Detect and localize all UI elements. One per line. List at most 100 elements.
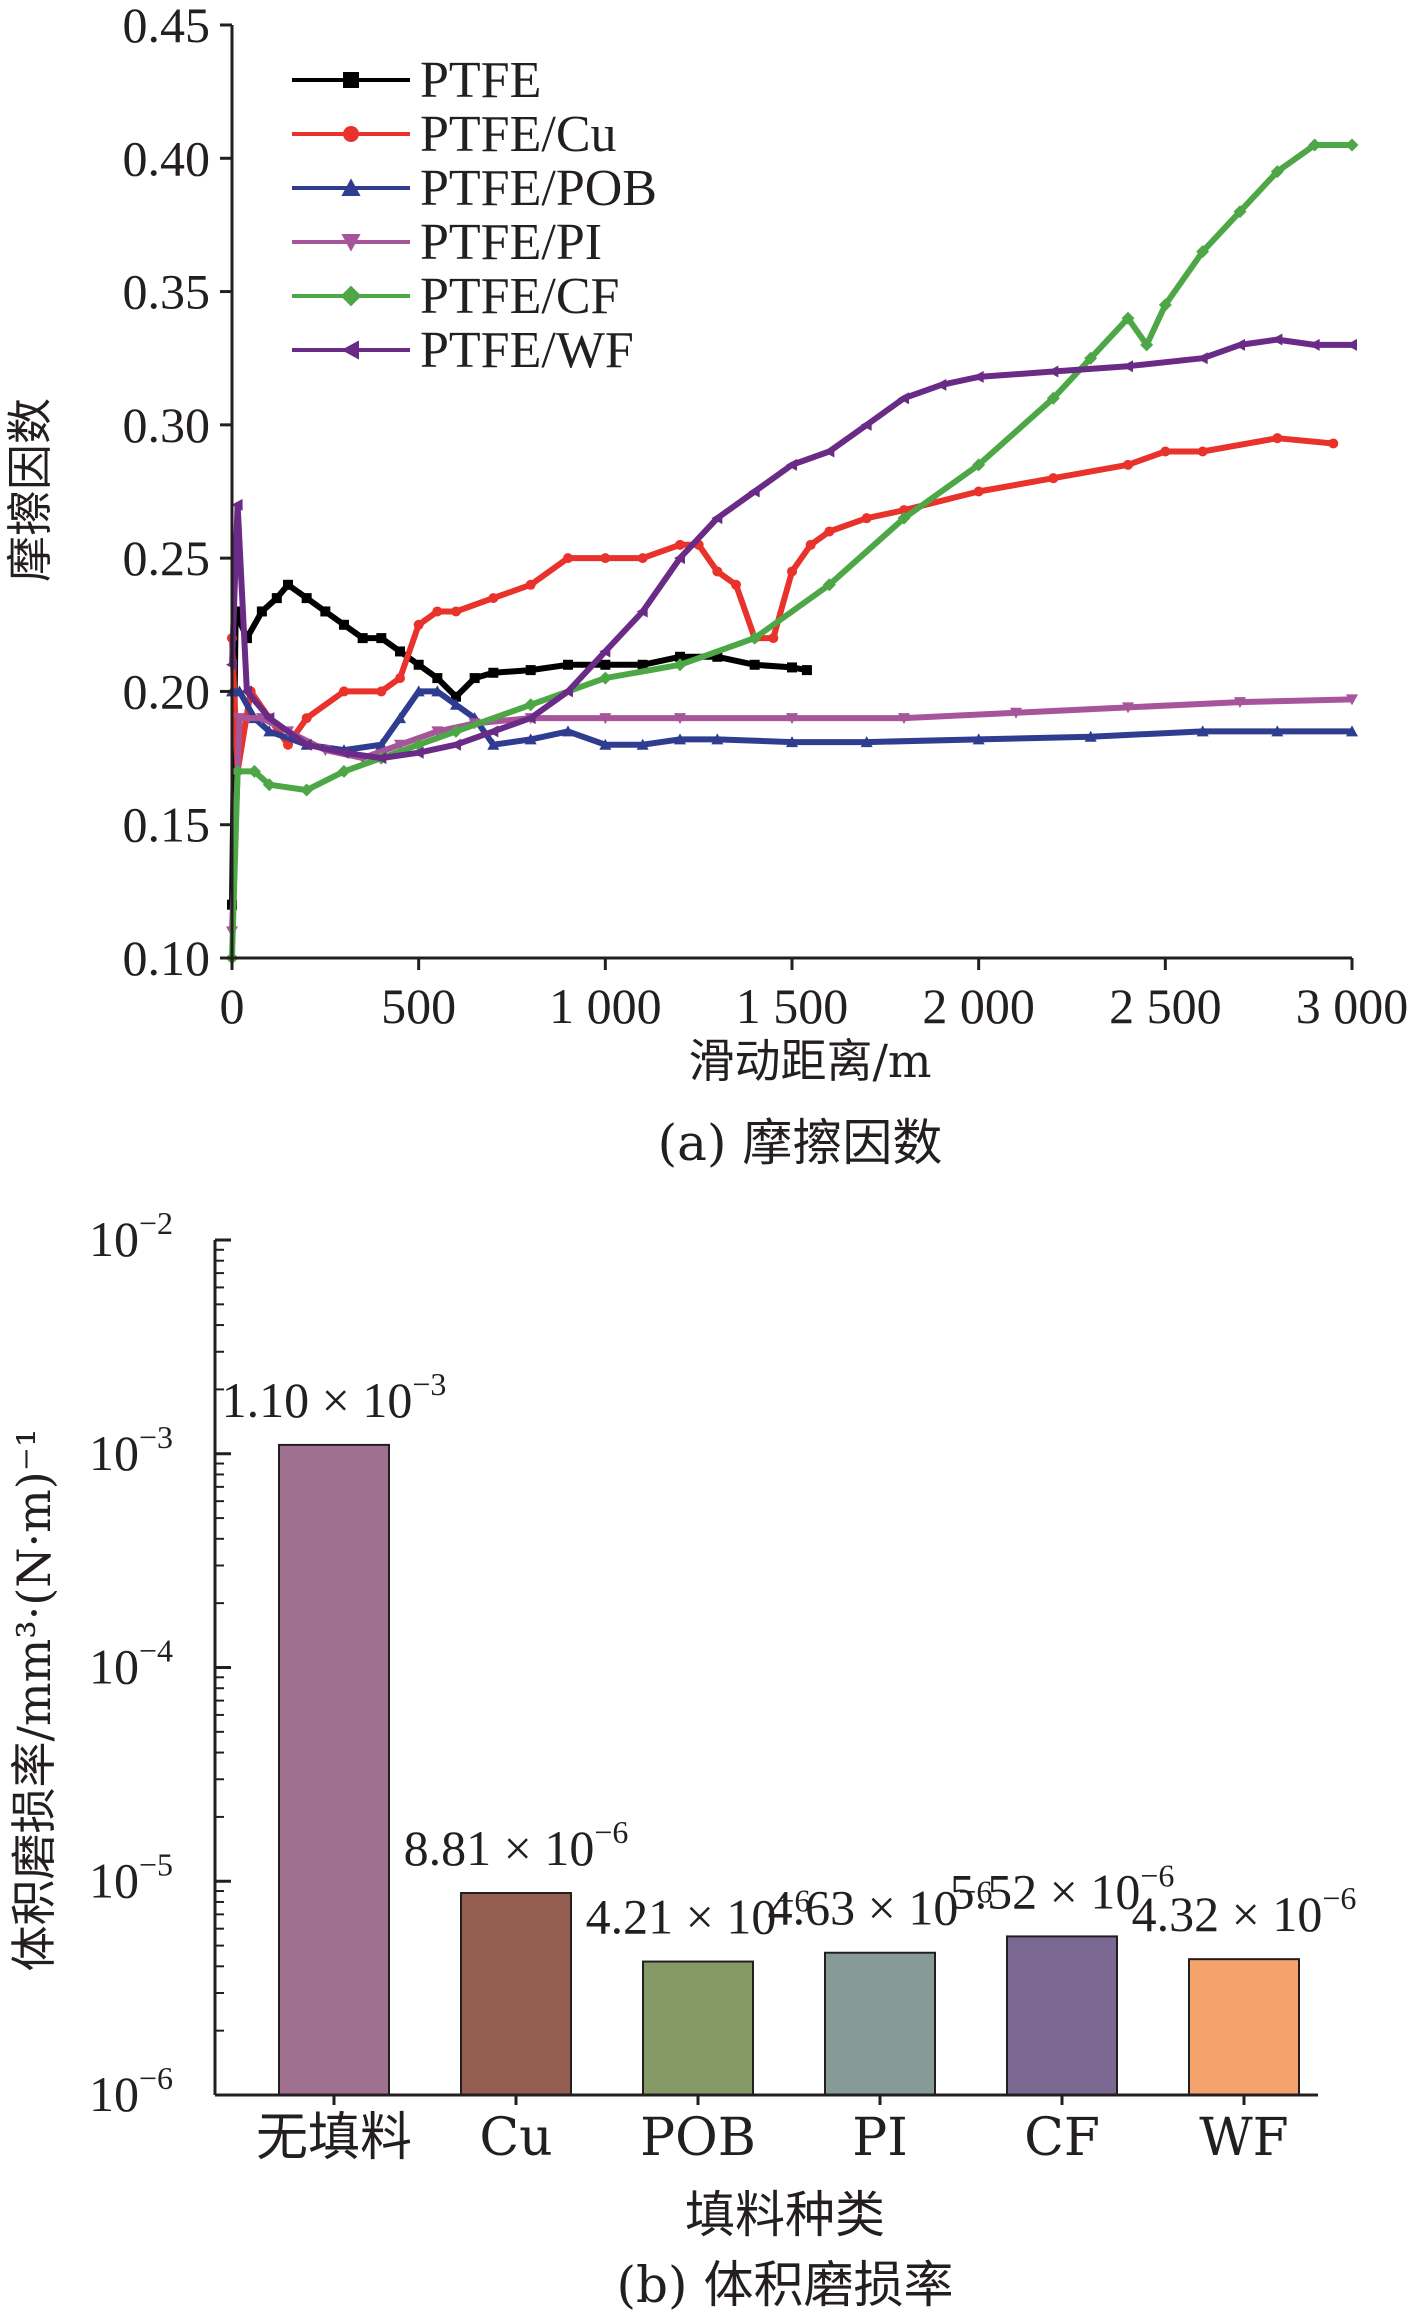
data-point (240, 685, 252, 698)
legend-label: PTFE (420, 52, 541, 109)
data-point (861, 513, 872, 524)
bar (1188, 1958, 1300, 2097)
data-point (563, 659, 573, 670)
data-point (1158, 298, 1172, 312)
data-point (598, 671, 612, 685)
data-point (431, 685, 444, 697)
data-point (563, 553, 573, 564)
data-point (524, 698, 538, 712)
legend-marker (343, 126, 359, 142)
data-point (300, 783, 314, 797)
wear-rate-chart: 10−6 10−5 10−4 10−3 10−2 1.10 × 10−3 无填料 8.81 … (7, 1205, 1356, 2314)
data-point (339, 686, 349, 697)
series-line (229, 336, 1352, 762)
data-point (1346, 694, 1358, 706)
data-point (233, 713, 246, 725)
data-point (394, 712, 406, 724)
y-tick-label: 0.25 (123, 530, 211, 586)
data-point (600, 659, 611, 670)
data-point (487, 725, 499, 738)
data-point (357, 633, 368, 644)
data-point (1345, 138, 1359, 152)
data-point (731, 579, 741, 590)
y-tick-label: 0.30 (123, 397, 211, 453)
data-point (1123, 459, 1133, 470)
category-label: 无填料 (256, 2108, 412, 2168)
data-point (1196, 352, 1208, 365)
data-point (432, 606, 443, 617)
bar (642, 1960, 754, 2096)
data-point (432, 673, 443, 684)
y-tick-label: 0.20 (123, 663, 211, 719)
data-point (1270, 165, 1284, 179)
data-point (1271, 333, 1283, 346)
data-point (376, 633, 387, 644)
category-label: WF (1199, 2108, 1289, 2168)
bar (824, 1951, 936, 2096)
data-point (450, 738, 461, 751)
data-point (972, 370, 984, 383)
legend-item: PTFE/POB (292, 160, 657, 217)
data-point (637, 553, 648, 564)
data-point (674, 552, 685, 565)
bar-value-label: 5.52 × 10−6 (950, 1857, 1175, 1919)
data-point (271, 593, 282, 604)
data-point (263, 712, 275, 725)
data-point (824, 526, 835, 537)
data-point (525, 665, 536, 676)
data-point (712, 566, 723, 577)
data-point (675, 539, 685, 550)
data-point (301, 593, 312, 604)
data-point (562, 685, 573, 698)
category-label: POB (640, 2108, 756, 2168)
y-tick-label: 10−5 (89, 1846, 173, 1908)
data-point (898, 713, 910, 725)
data-point (1196, 245, 1210, 259)
data-point (1308, 138, 1322, 152)
data-point (339, 619, 349, 630)
y-axis-label: 体积磨损率/mm³·(N·m)⁻¹ (7, 1429, 61, 1972)
legend-label: PTFE/Cu (420, 106, 617, 163)
data-point (1084, 351, 1098, 365)
data-point (1121, 311, 1135, 325)
legend-item: PTFE/PI (292, 214, 602, 271)
series-5 (225, 138, 1359, 965)
data-point (860, 736, 873, 748)
data-point (451, 606, 461, 617)
data-point (395, 646, 405, 657)
data-point (1346, 725, 1358, 737)
data-point (231, 498, 243, 511)
data-point (675, 651, 685, 662)
series-lines (225, 138, 1359, 965)
x-axis-label: 滑动距离/m (688, 1034, 931, 1088)
axes (213, 1238, 1318, 2105)
x-tick-label: 500 (381, 978, 456, 1034)
data-point (338, 746, 349, 759)
category-label: Cu (479, 2108, 552, 2168)
bar-value-label: 8.81 × 10−6 (404, 1814, 629, 1876)
data-point (1140, 338, 1154, 352)
series-6 (226, 333, 1357, 765)
data-point (1122, 360, 1133, 373)
data-point (599, 738, 612, 750)
data-point (801, 665, 812, 676)
y-tick-label: 0.15 (123, 797, 211, 853)
data-point (283, 579, 293, 590)
series-line (229, 142, 1352, 959)
x-tick-label: 2 500 (1109, 978, 1222, 1034)
data-point (711, 512, 723, 525)
y-tick-label: 10−2 (89, 1205, 173, 1267)
x-tick-label: 1 000 (549, 978, 662, 1034)
legend-marker (340, 285, 362, 307)
data-point (823, 445, 835, 458)
data-point (412, 685, 425, 697)
data-labels: 1.10 × 10−3 无填料 8.81 × 10−6 Cu 4.21 × 10−6 PO… (222, 1366, 1357, 2168)
data-point (487, 738, 500, 750)
tick-labels: 0.10 0.15 0.20 0.25 0.30 0.35 0.40 0.45 0 500 1 00… (123, 0, 1409, 1034)
data-point (488, 593, 499, 604)
data-point (263, 725, 276, 737)
data-point (822, 578, 836, 592)
data-point (525, 579, 536, 590)
bar (1006, 1935, 1118, 2096)
